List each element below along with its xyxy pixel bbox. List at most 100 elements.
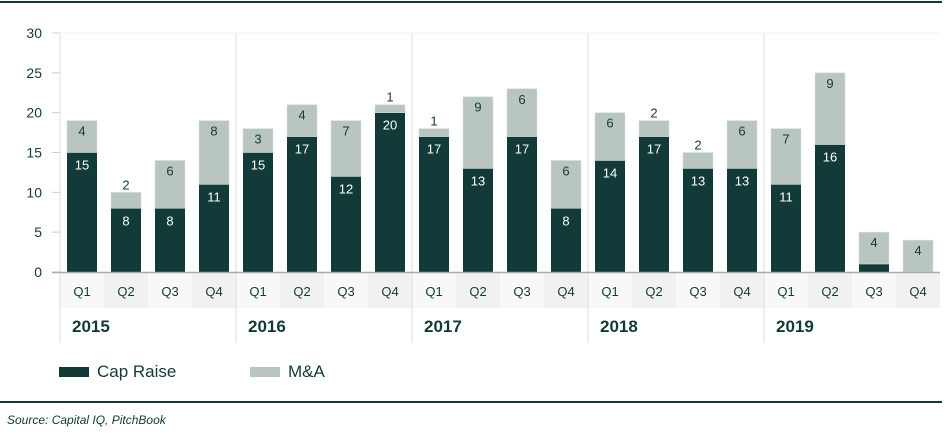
- source-note: Source: Capital IQ, PitchBook: [7, 413, 166, 427]
- quarter-band: [808, 272, 852, 308]
- data-label-ma: 2: [122, 177, 129, 192]
- quarter-band: [720, 272, 764, 308]
- data-label-ma: 9: [474, 100, 481, 115]
- x-tick-label: Q3: [513, 284, 530, 299]
- data-label-cap-raise: 17: [647, 142, 661, 157]
- x-tick-label: Q1: [249, 284, 266, 299]
- bar-ma: [286, 104, 318, 137]
- x-tick-label: Q2: [469, 284, 486, 299]
- x-tick-label: Q3: [161, 284, 178, 299]
- year-label: 2015: [72, 317, 110, 336]
- data-label-cap-raise: 11: [207, 189, 221, 204]
- data-label-ma: 3: [254, 132, 261, 147]
- quarter-band: [104, 272, 148, 308]
- x-tick-label: Q3: [865, 284, 882, 299]
- bar-ma: [110, 192, 142, 209]
- bar-cap-raise: [727, 168, 757, 272]
- data-label-ma: 6: [518, 92, 525, 107]
- bar-cap-raise: [815, 144, 845, 272]
- bar-cap-raise: [331, 176, 361, 272]
- bar-cap-raise: [155, 208, 185, 272]
- bar-ma: [550, 160, 582, 209]
- x-tick-label: Q4: [557, 284, 574, 299]
- data-label-cap-raise: 12: [339, 181, 353, 196]
- bar-ma: [902, 239, 934, 273]
- x-tick-label: Q1: [777, 284, 794, 299]
- quarter-band: [280, 272, 324, 308]
- data-label-ma: 9: [826, 76, 833, 91]
- data-label-cap-raise: 13: [471, 173, 485, 188]
- bar-ma: [638, 120, 670, 137]
- y-tick-label: 5: [34, 224, 42, 240]
- top-rule: [0, 1, 942, 3]
- data-label-ma: 4: [78, 124, 85, 139]
- y-tick-label: 30: [26, 25, 42, 41]
- bar-cap-raise: [419, 136, 449, 272]
- quarter-band: [324, 272, 368, 308]
- year-label: 2019: [776, 317, 814, 336]
- quarter-band: [236, 272, 280, 308]
- bar-cap-raise: [771, 184, 801, 272]
- quarter-band: [148, 272, 192, 308]
- bottom-rule: [0, 401, 942, 403]
- data-label-cap-raise: 8: [166, 213, 173, 228]
- data-label-ma: 2: [694, 138, 701, 153]
- legend-ma: M&A: [250, 362, 325, 382]
- data-label-ma: 7: [782, 132, 789, 147]
- x-tick-label: Q3: [689, 284, 706, 299]
- data-label-cap-raise: 17: [295, 142, 309, 157]
- quarter-band: [896, 272, 940, 308]
- quarter-band: [764, 272, 808, 308]
- x-tick-label: Q4: [909, 284, 926, 299]
- bar-cap-raise: [595, 160, 625, 272]
- bar-ma: [418, 128, 450, 137]
- quarter-band: [632, 272, 676, 308]
- bar-ma: [726, 120, 758, 169]
- data-label-cap-raise: 13: [691, 173, 705, 188]
- x-tick-label: Q4: [205, 284, 222, 299]
- data-label-ma: 6: [606, 116, 613, 131]
- x-tick-label: Q1: [425, 284, 442, 299]
- y-tick-label: 0: [34, 264, 42, 280]
- data-label-ma: 2: [650, 106, 657, 121]
- x-tick-label: Q2: [821, 284, 838, 299]
- bar-cap-raise: [199, 184, 229, 272]
- year-label: 2016: [248, 317, 286, 336]
- year-label: 2017: [424, 317, 462, 336]
- x-tick-label: Q3: [337, 284, 354, 299]
- quarter-band: [588, 272, 632, 308]
- x-tick-label: Q2: [293, 284, 310, 299]
- legend-swatch-ma: [250, 367, 280, 377]
- bar-cap-raise: [463, 168, 493, 272]
- data-label-cap-raise: 14: [603, 165, 617, 180]
- bar-cap-raise: [859, 264, 889, 272]
- legend-label-ma: M&A: [288, 362, 325, 381]
- data-label-ma: 4: [298, 108, 305, 123]
- data-label-cap-raise: 13: [735, 173, 749, 188]
- quarter-band: [456, 272, 500, 308]
- quarter-band: [500, 272, 544, 308]
- bar-cap-raise: [375, 112, 405, 273]
- bar-cap-raise: [683, 168, 713, 272]
- data-label-ma: 6: [166, 163, 173, 178]
- x-tick-label: Q1: [601, 284, 618, 299]
- bar-ma: [462, 96, 494, 169]
- data-label-ma: 8: [210, 124, 217, 139]
- data-label-cap-raise: 17: [515, 142, 529, 157]
- data-label-cap-raise: 8: [562, 213, 569, 228]
- legend-label-cap-raise: Cap Raise: [97, 362, 177, 381]
- quarter-band: [852, 272, 896, 308]
- year-label: 2018: [600, 317, 638, 336]
- data-label-ma: 4: [870, 235, 877, 250]
- legend-cap-raise: Cap Raise: [59, 362, 176, 382]
- data-label-cap-raise: 15: [251, 158, 265, 173]
- x-tick-label: Q4: [733, 284, 750, 299]
- bar-ma: [198, 120, 230, 185]
- bar-ma: [506, 88, 538, 137]
- data-label-cap-raise: 8: [122, 213, 129, 228]
- x-tick-label: Q4: [381, 284, 398, 299]
- quarter-band: [368, 272, 412, 308]
- data-label-ma: 6: [738, 124, 745, 139]
- y-tick-label: 25: [26, 65, 42, 81]
- bar-ma: [858, 231, 890, 265]
